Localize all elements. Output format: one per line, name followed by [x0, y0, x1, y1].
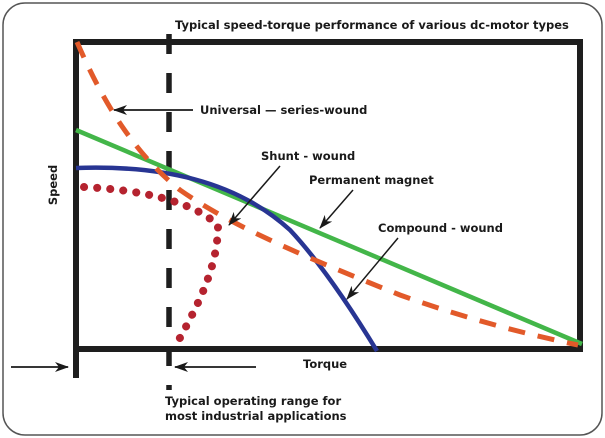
permanent-magnet-pointer-arrow	[319, 189, 354, 229]
plot-frame	[73, 39, 583, 378]
y-axis-label: Speed	[46, 165, 60, 205]
curve-permanent-magnet	[75, 127, 583, 347]
operating-range-caption-line1: Typical operating range for	[165, 394, 341, 408]
permanent-magnet-label: Permanent magnet	[309, 173, 434, 187]
universal-label: Universal — series-wound	[200, 103, 367, 117]
curve-shunt-wound	[75, 165, 379, 353]
compound-label: Compound - wound	[378, 221, 503, 235]
curve-universal-series-wound	[74, 41, 579, 348]
curve-compound-wound	[80, 183, 223, 351]
operating-range-caption-line2: most industrial applications	[165, 409, 347, 423]
x-axis-label: Torque	[303, 357, 347, 371]
chart-title: Typical speed-torque performance of vari…	[175, 18, 569, 32]
compound-pointer-arrow	[346, 237, 399, 300]
shunt-pointer-arrow	[228, 165, 281, 226]
shunt-label: Shunt - wound	[261, 149, 355, 163]
